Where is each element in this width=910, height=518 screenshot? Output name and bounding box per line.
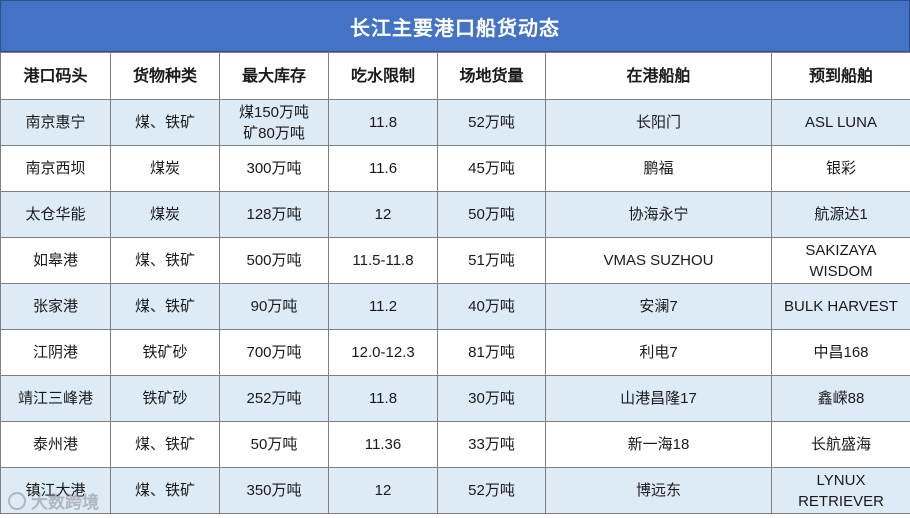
cell-yard-volume: 81万吨 — [437, 329, 546, 376]
cell-yard-volume: 52万吨 — [437, 99, 546, 146]
cell-max-inventory: 300万吨 — [219, 145, 329, 192]
cell-ships-in-port: VMAS SUZHOU — [545, 237, 772, 284]
cell-ships-in-port: 博远东 — [545, 467, 772, 514]
cell-max-inventory: 128万吨 — [219, 191, 329, 238]
cell-port: 镇江大港 — [0, 467, 111, 514]
column-header-yard-volume: 场地货量 — [437, 52, 546, 100]
column-header-cargo-type: 货物种类 — [110, 52, 220, 100]
cell-expected-ships: LYNUX RETRIEVER — [771, 467, 910, 514]
cell-draft-limit: 11.8 — [328, 99, 438, 146]
cell-cargo-type: 煤炭 — [110, 145, 220, 192]
cell-yard-volume: 40万吨 — [437, 283, 546, 330]
cell-max-inventory: 90万吨 — [219, 283, 329, 330]
cell-yard-volume: 50万吨 — [437, 191, 546, 238]
cell-draft-limit: 11.2 — [328, 283, 438, 330]
cell-expected-ships: BULK HARVEST — [771, 283, 910, 330]
cell-cargo-type: 煤、铁矿 — [110, 283, 220, 330]
cell-max-inventory: 252万吨 — [219, 375, 329, 422]
cell-port: 太仓华能 — [0, 191, 111, 238]
cell-max-inventory: 50万吨 — [219, 421, 329, 468]
port-cargo-table: 港口码头 货物种类 最大库存 吃水限制 场地货量 在港船舶 预到船舶 南京惠宁煤… — [0, 52, 910, 514]
cell-yard-volume: 52万吨 — [437, 467, 546, 514]
column-header-max-inventory: 最大库存 — [219, 52, 329, 100]
table-row: 靖江三峰港 铁矿砂 252万吨 11.8 30万吨 山港昌隆17 鑫嵘88 — [0, 375, 910, 422]
cell-expected-ships: 中昌168 — [771, 329, 910, 376]
cell-max-inventory: 500万吨 — [219, 237, 329, 284]
table-row: 南京惠宁 煤、铁矿 煤150万吨 矿80万吨 11.8 52万吨 长阳门 ASL LUNA — [0, 99, 910, 146]
cell-port: 如皋港 — [0, 237, 111, 284]
cell-cargo-type: 铁矿砂 — [110, 375, 220, 422]
cell-expected-ships: 银彩 — [771, 145, 910, 192]
cell-port: 江阴港 — [0, 329, 111, 376]
cell-expected-ships: ASL LUNA — [771, 99, 910, 146]
cell-draft-limit: 11.36 — [328, 421, 438, 468]
table-title: 长江主要港口船货动态 — [0, 0, 910, 52]
cell-draft-limit: 11.8 — [328, 375, 438, 422]
table-row: 太仓华能 煤炭 128万吨 12 50万吨 协海永宁 航源达1 — [0, 191, 910, 238]
cell-port: 靖江三峰港 — [0, 375, 111, 422]
cell-ships-in-port: 山港昌隆17 — [545, 375, 772, 422]
cell-cargo-type: 煤、铁矿 — [110, 99, 220, 146]
cell-draft-limit: 12 — [328, 467, 438, 514]
cell-port: 南京西坝 — [0, 145, 111, 192]
column-header-port: 港口码头 — [0, 52, 111, 100]
cell-expected-ships: 长航盛海 — [771, 421, 910, 468]
cell-cargo-type: 铁矿砂 — [110, 329, 220, 376]
table-row: 张家港 煤、铁矿 90万吨 11.2 40万吨 安澜7 BULK HARVEST — [0, 283, 910, 330]
table-row: 镇江大港 煤、铁矿 350万吨 12 52万吨 博远东 LYNUX RETRIEVER — [0, 467, 910, 514]
column-header-draft-limit: 吃水限制 — [328, 52, 438, 100]
cell-ships-in-port: 协海永宁 — [545, 191, 772, 238]
cell-port: 张家港 — [0, 283, 111, 330]
cell-port: 泰州港 — [0, 421, 111, 468]
cell-cargo-type: 煤、铁矿 — [110, 467, 220, 514]
cell-draft-limit: 12.0-12.3 — [328, 329, 438, 376]
cell-max-inventory: 煤150万吨 矿80万吨 — [219, 99, 329, 146]
cell-cargo-type: 煤、铁矿 — [110, 237, 220, 284]
cell-draft-limit: 12 — [328, 191, 438, 238]
cell-ships-in-port: 鹏福 — [545, 145, 772, 192]
column-header-ships-in-port: 在港船舶 — [545, 52, 772, 100]
cell-draft-limit: 11.6 — [328, 145, 438, 192]
cell-expected-ships: SAKIZAYA WISDOM — [771, 237, 910, 284]
table-header-row: 港口码头 货物种类 最大库存 吃水限制 场地货量 在港船舶 预到船舶 — [0, 52, 910, 100]
cell-cargo-type: 煤炭 — [110, 191, 220, 238]
cell-yard-volume: 45万吨 — [437, 145, 546, 192]
cell-cargo-type: 煤、铁矿 — [110, 421, 220, 468]
cell-yard-volume: 51万吨 — [437, 237, 546, 284]
cell-ships-in-port: 新一海18 — [545, 421, 772, 468]
table-row: 南京西坝 煤炭 300万吨 11.6 45万吨 鹏福 银彩 — [0, 145, 910, 192]
cell-draft-limit: 11.5-11.8 — [328, 237, 438, 284]
cell-ships-in-port: 利电7 — [545, 329, 772, 376]
column-header-expected-ships: 预到船舶 — [771, 52, 910, 100]
cell-port: 南京惠宁 — [0, 99, 111, 146]
cell-ships-in-port: 长阳门 — [545, 99, 772, 146]
cell-expected-ships: 航源达1 — [771, 191, 910, 238]
cell-expected-ships: 鑫嵘88 — [771, 375, 910, 422]
table-row: 如皋港 煤、铁矿 500万吨 11.5-11.8 51万吨 VMAS SUZHOU SAKI… — [0, 237, 910, 284]
table-row: 泰州港 煤、铁矿 50万吨 11.36 33万吨 新一海18 长航盛海 — [0, 421, 910, 468]
cell-max-inventory: 700万吨 — [219, 329, 329, 376]
cell-yard-volume: 30万吨 — [437, 375, 546, 422]
cell-max-inventory: 350万吨 — [219, 467, 329, 514]
cell-ships-in-port: 安澜7 — [545, 283, 772, 330]
table-row: 江阴港 铁矿砂 700万吨 12.0-12.3 81万吨 利电7 中昌168 — [0, 329, 910, 376]
cell-yard-volume: 33万吨 — [437, 421, 546, 468]
